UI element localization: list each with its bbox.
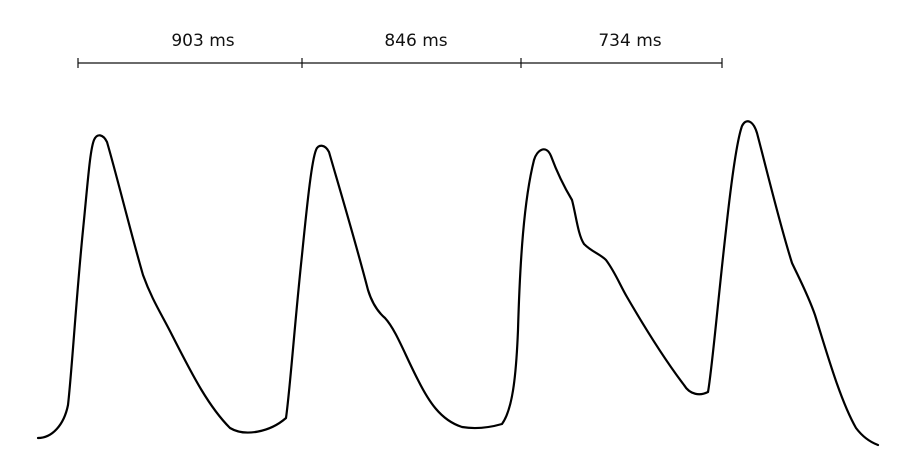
pulse-waveform <box>36 120 880 447</box>
interval-brackets: 903 ms 846 ms 734 ms <box>77 31 723 68</box>
interval-label-2: 846 ms <box>384 31 447 51</box>
interval-label-1: 903 ms <box>171 31 234 51</box>
interval-label-3: 734 ms <box>598 31 661 51</box>
